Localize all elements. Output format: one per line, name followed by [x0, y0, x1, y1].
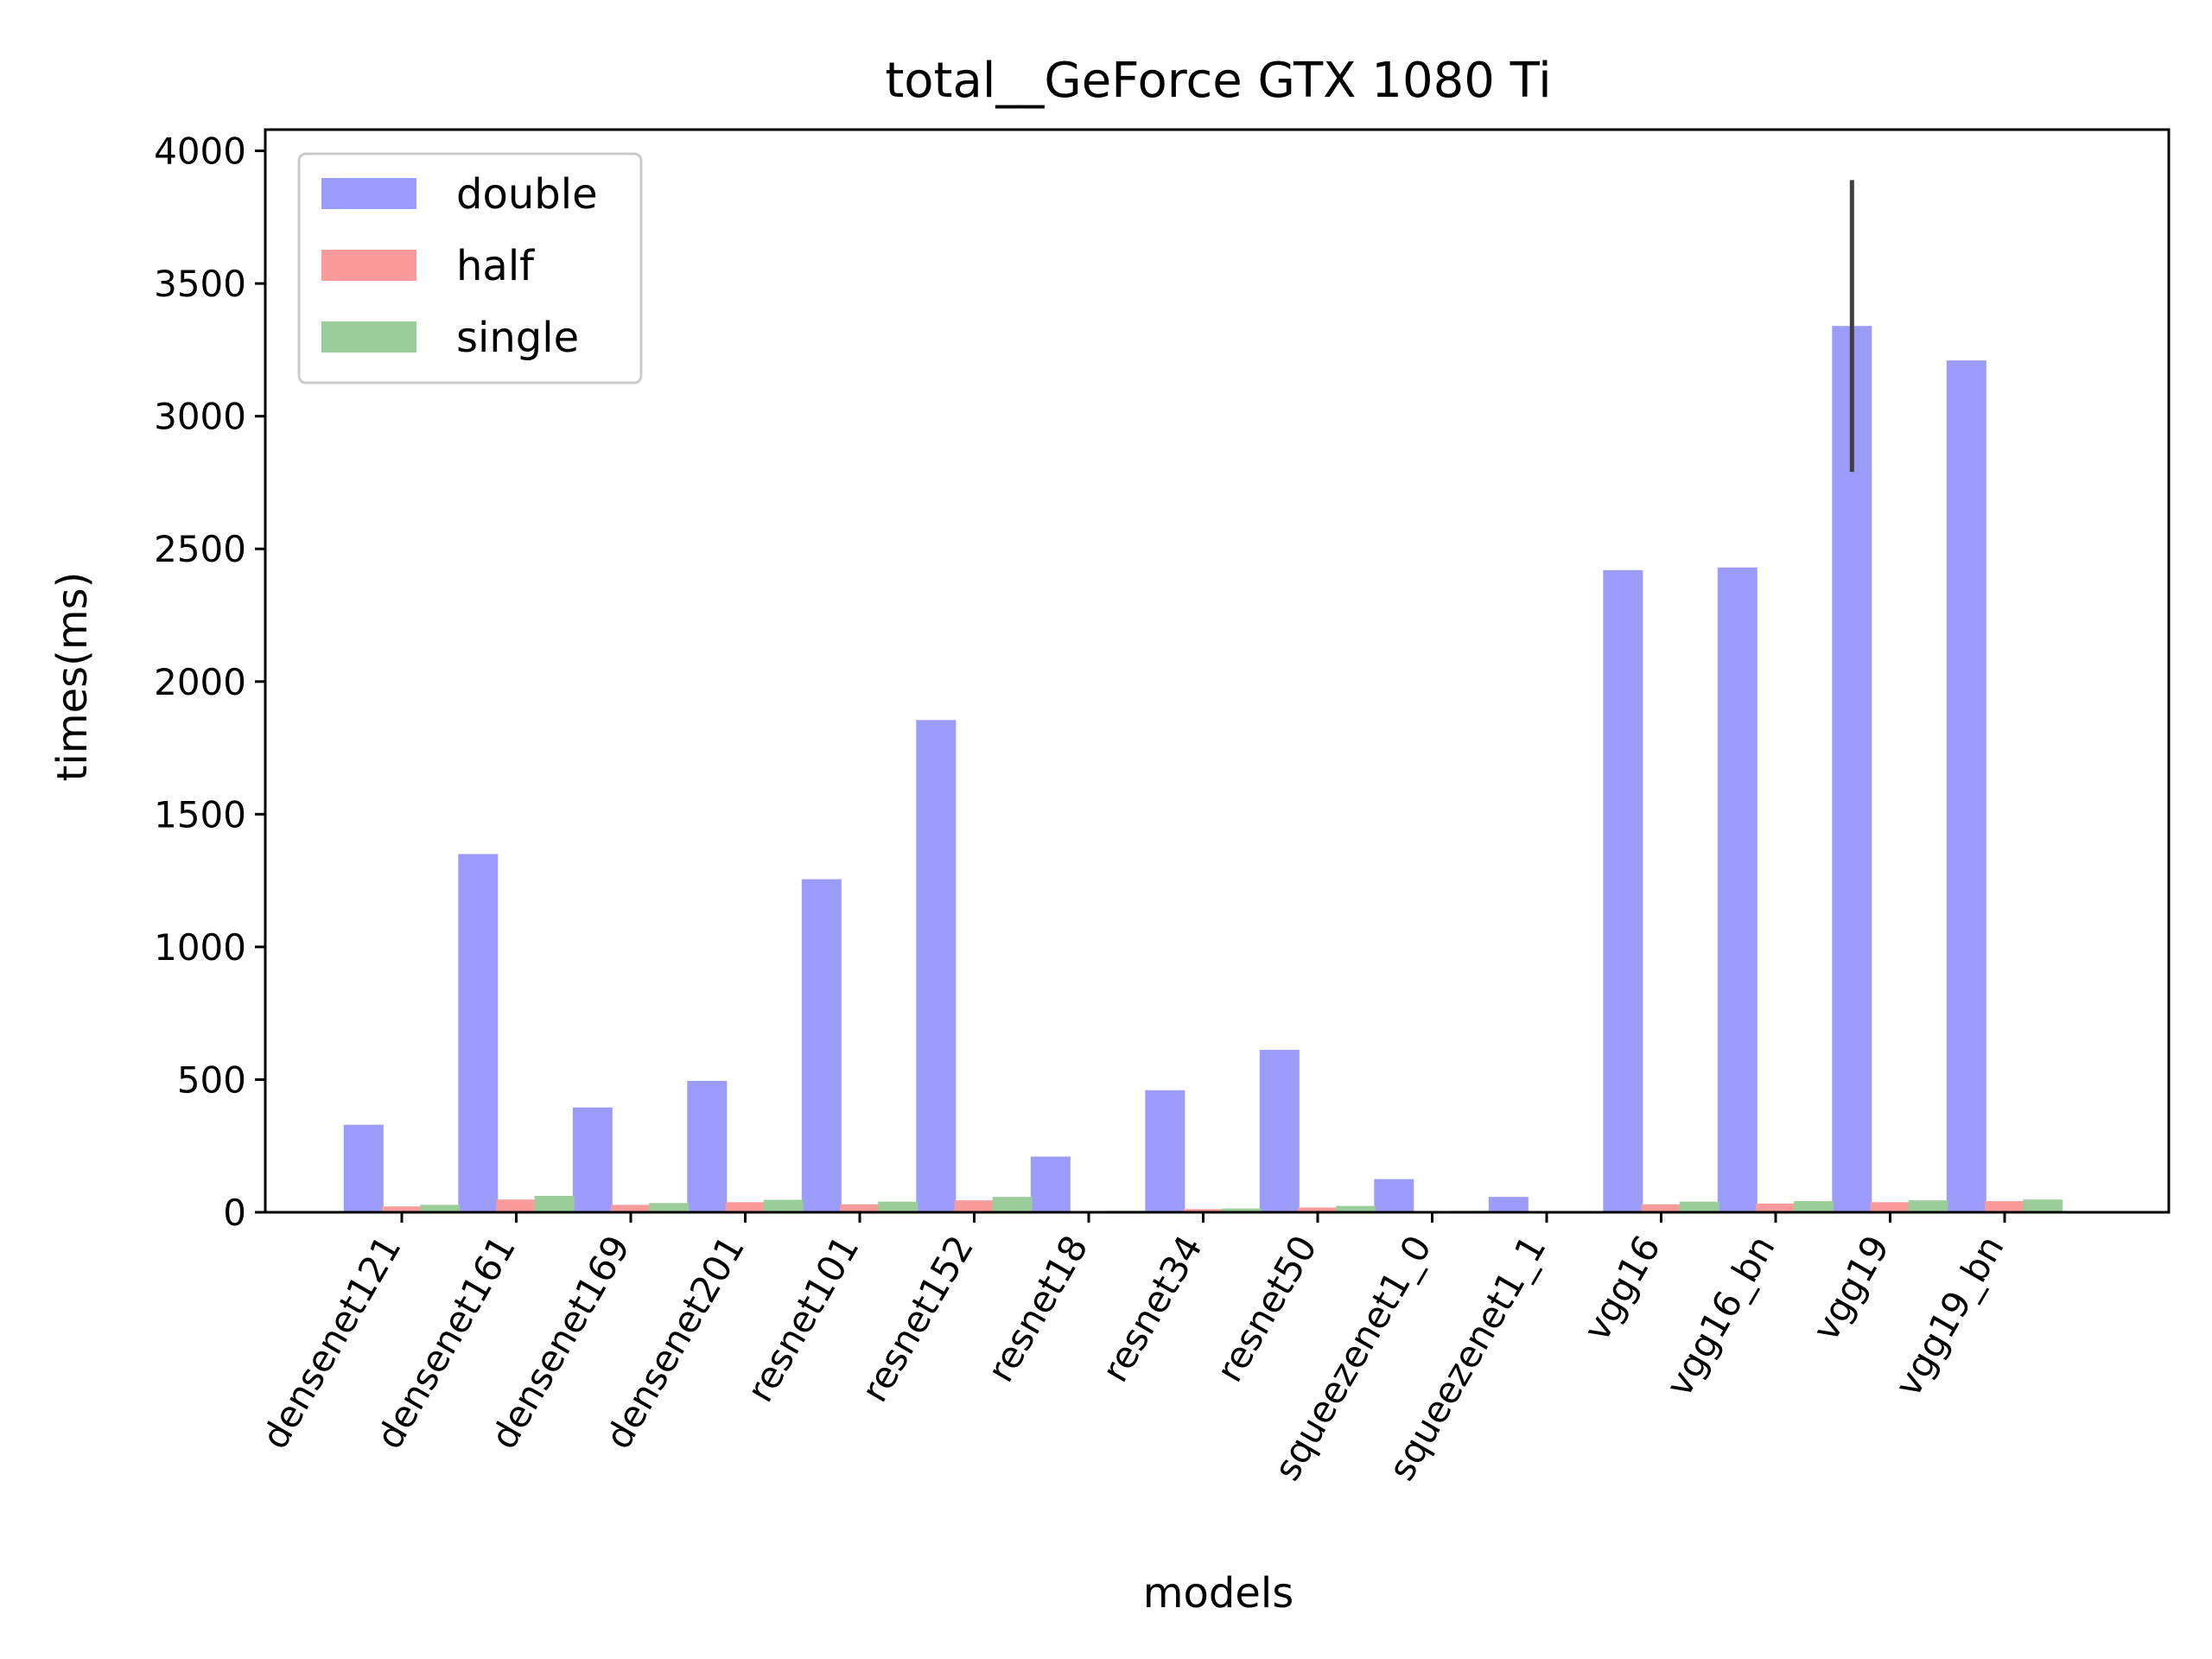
bar-single-resnet152	[992, 1197, 1033, 1212]
bar-double-densenet169	[572, 1107, 613, 1212]
bar-single-vgg19	[1908, 1200, 1948, 1212]
bar-double-densenet121	[343, 1124, 384, 1212]
bar-double-resnet152	[916, 720, 957, 1212]
y-axis-label: times(ms)	[48, 572, 97, 782]
bar-double-squeezenet1_0	[1374, 1179, 1414, 1212]
bar-double-vgg19	[1832, 326, 1872, 1213]
y-tick-label: 4000	[154, 130, 246, 173]
y-tick-label: 0	[223, 1192, 246, 1234]
bar-half-densenet161	[496, 1199, 537, 1212]
bar-half-vgg19_bn	[1985, 1201, 2024, 1212]
y-tick-label: 1000	[154, 926, 246, 969]
bars-layer	[343, 326, 2063, 1213]
bar-single-resnet34	[1221, 1208, 1262, 1212]
bar-single-resnet101	[878, 1201, 918, 1212]
bar-single-vgg16	[1679, 1201, 1719, 1212]
bar-single-densenet169	[649, 1203, 690, 1212]
bar-double-resnet18	[1030, 1156, 1071, 1212]
bar-double-resnet101	[801, 879, 842, 1212]
y-tick-label: 3000	[154, 396, 246, 438]
bar-half-resnet34	[1183, 1209, 1224, 1212]
y-tick-label: 2500	[154, 528, 246, 570]
y-tick-label: 500	[177, 1058, 246, 1101]
y-tick-label: 2000	[154, 661, 246, 703]
legend-swatch-single	[321, 321, 416, 353]
legend-swatch-half	[321, 250, 416, 281]
y-tick-label: 1500	[154, 793, 246, 836]
bar-single-densenet121	[420, 1205, 461, 1212]
bar-half-vgg16_bn	[1756, 1203, 1796, 1212]
bar-single-densenet161	[534, 1195, 575, 1212]
bar-half-vgg16	[1641, 1204, 1681, 1212]
bar-double-squeezenet1_1	[1488, 1197, 1529, 1212]
bar-double-resnet34	[1145, 1090, 1185, 1212]
bar-half-densenet201	[725, 1202, 766, 1212]
legend-label-single: single	[456, 314, 579, 362]
bar-half-resnet101	[840, 1204, 880, 1212]
legend-label-half: half	[456, 242, 535, 290]
plot-frame	[264, 128, 2171, 1214]
x-axis-label: models	[1143, 1569, 1294, 1618]
bar-single-densenet201	[763, 1199, 804, 1212]
bar-double-densenet161	[458, 854, 499, 1212]
bar-double-resnet50	[1259, 1050, 1300, 1212]
legend-swatch-double	[321, 178, 416, 209]
bar-half-resnet152	[954, 1200, 995, 1212]
legend-label-double: double	[456, 170, 598, 219]
bar-double-vgg16_bn	[1717, 567, 1758, 1212]
y-tick-label: 3500	[154, 263, 246, 305]
y-axis: 0 500 1000 1500 2000 2500 3000 3500 4000	[154, 130, 265, 1234]
bar-double-vgg19_bn	[1946, 360, 1986, 1212]
bar-half-densenet169	[611, 1205, 651, 1212]
bar-double-densenet201	[687, 1080, 728, 1212]
bar-single-resnet50	[1336, 1205, 1376, 1212]
bar-half-resnet50	[1298, 1207, 1338, 1212]
bar-half-densenet121	[382, 1206, 422, 1212]
bar-double-vgg16	[1603, 569, 1643, 1212]
chart-title: total__GeForce GTX 1080 Ti	[885, 53, 1551, 109]
bar-single-vgg19_bn	[2023, 1199, 2063, 1212]
bar-half-vgg19	[1870, 1202, 1910, 1212]
legend: double half single	[297, 152, 643, 385]
bar-single-vgg16_bn	[1794, 1201, 1834, 1212]
